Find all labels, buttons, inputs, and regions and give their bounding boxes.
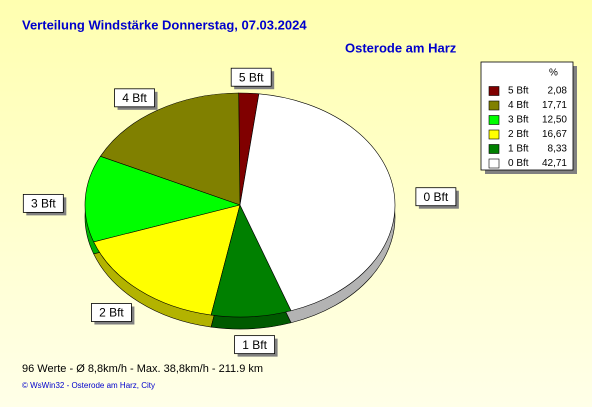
legend-swatch (488, 115, 500, 125)
legend-value: 8,33 (548, 144, 568, 155)
pie-slice (99, 92, 241, 206)
legend-label: 1 Bft (508, 144, 529, 155)
legend-swatch (488, 100, 500, 111)
legend-swatch (488, 158, 500, 169)
legend-value: 42,71 (542, 158, 567, 169)
pie-slice (93, 204, 241, 316)
label-box (91, 303, 132, 322)
credit: © WsWin32 - Osterode am Harz, City (22, 381, 155, 390)
label-box (230, 67, 272, 87)
slice-label: 1 Bft (242, 338, 267, 352)
legend-swatch (488, 129, 500, 140)
slice-label: 3 Bft (31, 197, 56, 211)
slice-label: 2 Bft (99, 306, 124, 320)
chart-subtitle: Osterode am Harz (345, 40, 457, 55)
pie-slice (239, 93, 396, 312)
label-box (234, 335, 275, 355)
pie-slice (84, 155, 242, 243)
chart-title: Verteilung Windstärke Donnerstag, 07.03.… (22, 17, 307, 32)
label-box (114, 88, 155, 108)
legend-title: % (549, 68, 558, 79)
legend-label: 2 Bft (508, 129, 529, 140)
legend-swatch (488, 86, 500, 96)
legend-label: 5 Bft (508, 86, 529, 97)
label-box (22, 193, 64, 213)
slice-label: 4 Bft (122, 91, 147, 105)
legend-value: 2,08 (548, 86, 568, 97)
legend-value: 12,50 (542, 115, 567, 126)
legend-label: 4 Bft (508, 100, 529, 111)
slice-label: 0 Bft (424, 190, 449, 204)
label-box (415, 187, 457, 207)
legend-label: 0 Bft (508, 158, 529, 169)
legend-label: 3 Bft (508, 115, 529, 126)
slice-label: 5 Bft (239, 70, 264, 84)
legend-value: 17,71 (542, 100, 567, 111)
footer: 96 Werte - Ø 8,8km/h - Max. 38,8km/h - 2… (22, 363, 263, 375)
legend-swatch (488, 144, 500, 154)
legend-value: 16,67 (542, 129, 567, 140)
